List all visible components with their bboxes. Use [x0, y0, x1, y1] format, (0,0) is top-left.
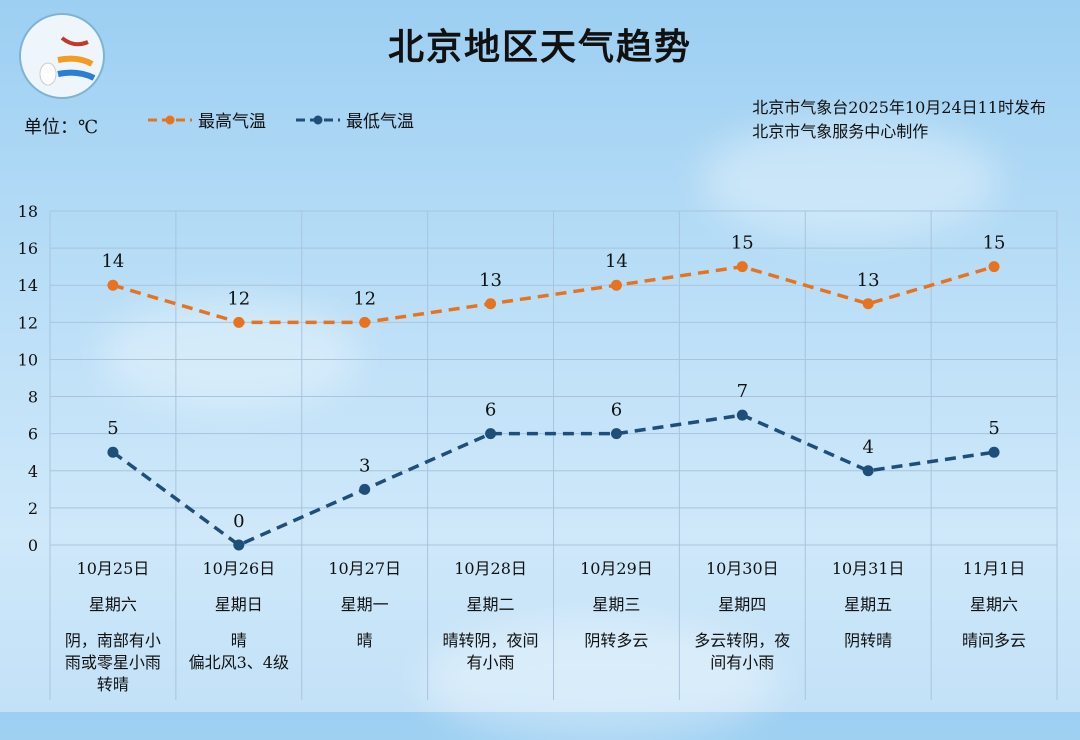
- x-date-label: 10月26日: [202, 559, 276, 578]
- y-tick-label: 18: [18, 202, 38, 221]
- y-tick-label: 8: [28, 388, 38, 407]
- data-label-high: 12: [227, 288, 250, 309]
- weather-description: 有小雨: [466, 653, 515, 672]
- weather-description: 间有小雨: [710, 653, 775, 672]
- data-point-low: [359, 483, 371, 495]
- data-label-low: 6: [611, 400, 622, 421]
- x-date-label: 11月1日: [962, 559, 1026, 578]
- data-point-low: [736, 409, 748, 421]
- weather-description: 阴，南部有小: [64, 631, 161, 650]
- publisher-info: 北京市气象台2025年10月24日11时发布 北京市气象服务中心制作: [752, 96, 1046, 144]
- x-weekday-label: 星期五: [844, 595, 893, 614]
- publisher-line: 北京市气象服务中心制作: [752, 122, 929, 141]
- data-label-high: 14: [605, 251, 628, 272]
- x-date-label: 10月29日: [580, 559, 653, 578]
- series-line-high: [112, 264, 995, 325]
- data-label-high: 14: [101, 251, 124, 272]
- y-tick-label: 4: [28, 462, 38, 481]
- y-tick-label: 12: [18, 313, 38, 332]
- legend-low-marker: [296, 115, 340, 124]
- legend-high-label: 最高气温: [198, 112, 266, 132]
- data-point-low: [862, 465, 874, 477]
- weather-description: 阴转多云: [584, 631, 649, 650]
- data-point-high: [862, 298, 874, 310]
- data-point-low: [107, 446, 119, 458]
- meteorological-service-logo: [19, 13, 105, 99]
- weather-description: 雨或零星小雨: [64, 653, 161, 672]
- y-tick-label: 10: [18, 350, 38, 369]
- data-label-high: 13: [479, 270, 502, 291]
- weather-description: 多云转阴，夜: [694, 631, 791, 650]
- data-label-high: 15: [731, 233, 754, 254]
- weather-description: 晴: [356, 631, 373, 650]
- weather-description: 偏北风3、4级: [188, 653, 289, 672]
- data-label-high: 12: [353, 288, 376, 309]
- data-label-low: 4: [862, 437, 873, 458]
- y-tick-label: 0: [28, 536, 38, 555]
- legend-item-high: 最高气温: [146, 107, 266, 132]
- series-line-low: [111, 413, 995, 548]
- weather-description: 转晴: [96, 675, 129, 694]
- data-point-high: [736, 261, 748, 273]
- legend-item-low: 最低气温: [294, 107, 414, 132]
- weather-description: 晴间多云: [962, 631, 1027, 650]
- x-date-label: 10月25日: [76, 559, 150, 578]
- y-tick-label: 2: [28, 499, 38, 518]
- data-point-high: [107, 279, 119, 291]
- weather-description: 晴转阴，夜间: [442, 631, 539, 650]
- x-weekday-label: 星期六: [970, 595, 1019, 614]
- data-point-low: [988, 446, 1000, 458]
- chart-title: 北京地区天气趋势: [387, 26, 692, 68]
- weather-description: 阴转晴: [844, 631, 893, 650]
- y-tick-label: 6: [28, 425, 38, 444]
- data-label-high: 13: [857, 270, 880, 291]
- data-label-low: 5: [988, 418, 999, 439]
- data-label-high: 15: [983, 233, 1006, 254]
- data-point-high: [610, 279, 622, 291]
- data-label-low: 3: [359, 455, 370, 476]
- data-label-low: 5: [107, 418, 118, 439]
- x-date-label: 10月28日: [454, 559, 527, 578]
- x-date-label: 10月30日: [705, 559, 779, 578]
- temperature-chart: 0 2 4 6 8 10 12 14 16 18 14 12 12 13 14 15 13 15 5 0 3 6 6 7 4 5: [18, 202, 1058, 700]
- legend-low-label: 最低气温: [346, 112, 414, 132]
- x-weekday-label: 星期二: [466, 595, 515, 614]
- x-weekday-label: 星期一: [340, 595, 389, 614]
- data-point-low: [485, 428, 497, 440]
- data-label-low: 0: [233, 511, 244, 532]
- data-point-low: [233, 539, 245, 551]
- x-date-label: 10月31日: [831, 559, 905, 578]
- data-point-high: [359, 316, 371, 328]
- data-label-low: 7: [737, 381, 748, 402]
- weather-description: 晴: [230, 631, 247, 650]
- legend-high-marker: [148, 115, 192, 124]
- x-weekday-label: 星期三: [592, 595, 641, 614]
- x-weekday-label: 星期六: [88, 595, 137, 614]
- y-tick-label: 14: [18, 276, 38, 295]
- data-point-low: [610, 428, 622, 440]
- y-tick-label: 16: [18, 239, 38, 258]
- data-point-high: [485, 298, 497, 310]
- x-weekday-label: 星期四: [718, 595, 767, 614]
- x-date-label: 10月27日: [328, 559, 402, 578]
- data-point-high: [988, 261, 1000, 273]
- x-weekday-label: 星期日: [214, 595, 263, 614]
- data-point-high: [233, 316, 245, 328]
- unit-label: 单位：℃: [24, 117, 99, 138]
- data-label-low: 6: [485, 400, 496, 421]
- publisher-line: 北京市气象台2025年10月24日11时发布: [752, 98, 1046, 117]
